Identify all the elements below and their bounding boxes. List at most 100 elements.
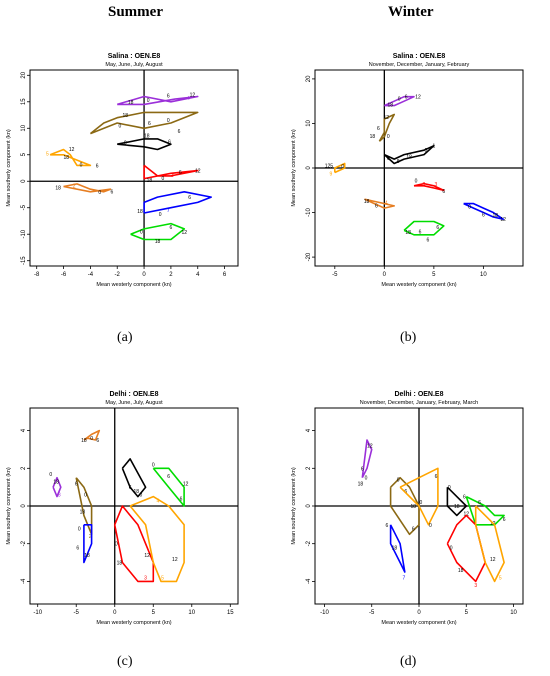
y-tick-label: 10 <box>21 124 27 131</box>
hour-label: 18 <box>80 510 86 516</box>
hour-label: 0 <box>429 523 432 529</box>
x-tick-label: 5 <box>152 610 156 616</box>
hour-label: 0 <box>397 478 400 484</box>
hour-label: 6 <box>482 212 485 218</box>
x-axis-label: Mean westerly component (kn) <box>381 620 456 626</box>
hour-label: 6 <box>178 129 181 135</box>
x-tick-label: 4 <box>196 272 200 278</box>
hour-label: 0 <box>119 124 122 130</box>
hour-label: 6 <box>427 237 430 243</box>
hour-label: 12 <box>384 115 390 121</box>
hour-label: 6 <box>188 195 191 201</box>
hour-label: 12 <box>144 553 150 559</box>
hour-label: 6 <box>75 481 78 487</box>
y-tick-label: -5 <box>21 204 27 210</box>
wind-hodograph-line-2 <box>52 476 62 498</box>
hour-label: 6 <box>96 438 99 444</box>
wind-hodograph-line-7 <box>113 505 155 583</box>
x-axis-label: Mean westerly component (kn) <box>381 282 456 288</box>
hour-label: 18 <box>155 239 161 245</box>
hour-label: 12 <box>182 230 188 236</box>
hour-label: 12 <box>490 557 496 563</box>
hour-label: 0 <box>152 463 155 469</box>
y-tick-label: 20 <box>306 75 312 82</box>
hour-label: 6 <box>436 225 439 231</box>
y-tick-label: -2 <box>306 540 312 546</box>
wind-hodograph-line-2 <box>378 113 395 142</box>
hour-label: 0 <box>90 436 93 442</box>
wind-hodograph-line-1 <box>361 439 373 479</box>
wind-hodograph-line-4 <box>49 148 92 167</box>
hour-label: 6 <box>387 156 390 162</box>
y-tick-label: 5 <box>21 152 27 156</box>
x-tick-label: -10 <box>33 610 42 616</box>
hour-label: 0 <box>115 542 118 548</box>
wind-hodograph-line-4 <box>333 162 346 174</box>
hour-label: 3 <box>144 576 147 582</box>
hour-label: 18 <box>147 178 153 184</box>
hour-label: 18 <box>454 504 460 510</box>
hour-label: 6 <box>377 126 380 132</box>
hour-label: 6 <box>76 545 79 551</box>
wind-hodograph-line-5 <box>152 467 185 507</box>
hour-label: 0 <box>140 493 143 499</box>
y-tick-label: -15 <box>21 256 27 265</box>
y-axis-label: Mean southerly component (kn) <box>6 467 12 545</box>
wind-hodograph-line-2 <box>389 476 420 536</box>
x-tick-label: -5 <box>369 610 375 616</box>
hour-label: 6 <box>503 517 506 523</box>
hour-label: 18 <box>84 553 90 559</box>
y-tick-label: -4 <box>21 578 27 584</box>
wind-hodograph-line-6 <box>389 524 406 573</box>
y-axis-label: Mean southerly component (kn) <box>291 467 297 545</box>
chart-panel-c: Delhi : OEN.E8 May, June, July, August -10… <box>6 391 239 626</box>
hour-label: 18 <box>55 186 61 192</box>
wind-hodograph-line-3 <box>383 144 435 165</box>
x-tick-label: -6 <box>61 272 67 278</box>
hour-label: 8 <box>397 159 400 165</box>
hour-label: 2 <box>89 534 92 540</box>
hour-label: 5 <box>46 152 49 158</box>
y-tick-label: 20 <box>21 71 27 78</box>
hour-label: 6 <box>167 93 170 99</box>
y-tick-label: -20 <box>306 252 312 261</box>
panel-label-a: (a) <box>117 330 133 345</box>
plot-frame <box>29 69 239 267</box>
hour-label: 12 <box>69 147 75 153</box>
chart-panel-d: Delhi : OEN.E8 November, December, Januar… <box>291 391 524 626</box>
hour-label: 6 <box>129 485 132 491</box>
x-axis-label: Mean westerly component (kn) <box>96 620 171 626</box>
x-tick-label: 6 <box>223 272 227 278</box>
hour-label: 18 <box>122 113 128 119</box>
hour-label: 7 <box>402 576 405 582</box>
hour-label: 6 <box>375 203 378 209</box>
hour-label: 5 <box>499 576 502 582</box>
hour-label: 0 <box>398 97 401 103</box>
y-tick-label: -2 <box>21 540 27 546</box>
y-axis-label: Mean southerly component (kn) <box>291 129 297 207</box>
hour-label: 18 <box>117 561 123 567</box>
hour-label: 0 <box>425 148 428 154</box>
hour-label: 12 <box>463 512 469 518</box>
x-tick-label: 0 <box>383 272 387 278</box>
hour-label: 12 <box>500 217 506 223</box>
chart-title: Salina : OEN.E8 <box>108 53 161 60</box>
hour-label: 0 <box>49 472 52 478</box>
hour-label: 0 <box>468 204 471 210</box>
hour-label: 18 <box>411 504 417 510</box>
y-tick-label: -10 <box>21 229 27 238</box>
hour-label: 0 <box>98 190 101 196</box>
hour-label: 0 <box>140 230 143 236</box>
hour-label: 0 <box>365 476 368 482</box>
x-tick-label: 0 <box>417 610 421 616</box>
hour-label: 18 <box>387 103 393 109</box>
wind-hodograph-line-6 <box>364 198 395 209</box>
hour-label: 12 <box>195 169 201 175</box>
panel-label-d: (d) <box>400 654 417 669</box>
panel-label-b: (b) <box>400 330 417 345</box>
y-tick-label: 0 <box>306 504 312 508</box>
hour-label: 4 <box>385 201 388 207</box>
column-header-winter: Winter <box>388 4 434 20</box>
chart-subtitle: May, June, July, August <box>105 62 163 68</box>
x-tick-label: -5 <box>332 272 338 278</box>
